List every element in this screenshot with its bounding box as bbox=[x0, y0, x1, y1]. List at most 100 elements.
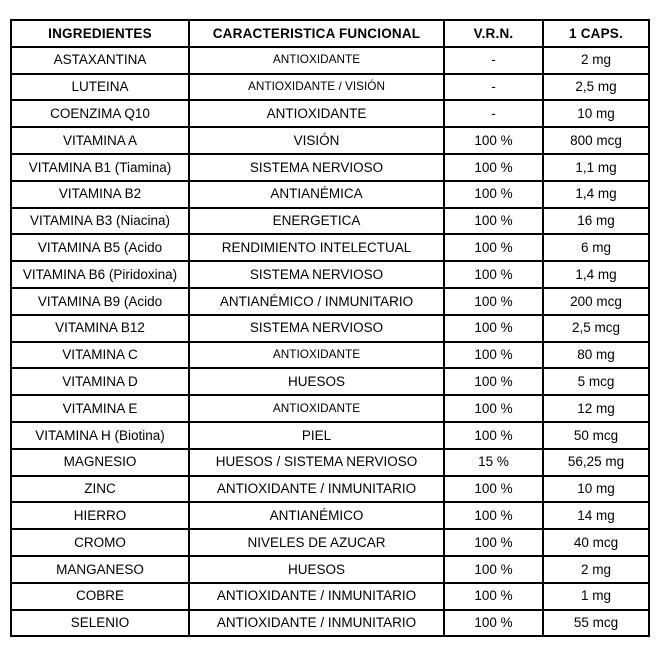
ingredient-cell: VITAMINA B5 (Acido bbox=[10, 233, 190, 263]
vrn-cell: - bbox=[443, 72, 544, 102]
vrn-cell: 15 % bbox=[443, 447, 544, 477]
vrn-cell: 100 % bbox=[443, 340, 544, 370]
ingredient-cell: CROMO bbox=[10, 528, 190, 557]
table-row: COENZIMA Q10 ANTIOXIDANTE -10 mg bbox=[10, 99, 650, 129]
feature-cell: PIEL bbox=[188, 420, 445, 450]
ingredient-cell: VITAMINA B6 (Piridoxina) bbox=[10, 260, 190, 289]
vrn-cell: 100 % bbox=[443, 501, 544, 531]
feature-cell: ENERGETICA bbox=[188, 206, 445, 236]
amount-cell: 1 mg bbox=[542, 581, 650, 611]
vrn-cell: 100 % bbox=[443, 126, 544, 155]
amount-cell: 800 mcg bbox=[542, 126, 650, 155]
vrn-cell: 100 % bbox=[443, 367, 544, 397]
ingredient-cell: COENZIMA Q10 bbox=[10, 99, 190, 129]
amount-cell: 2 mg bbox=[542, 554, 650, 584]
amount-cell: 6 mg bbox=[542, 233, 650, 263]
amount-cell: 2,5 mg bbox=[542, 72, 650, 102]
table-row: VITAMINA B5 (Acido RENDIMIENTO INTELECTUA… bbox=[10, 233, 650, 263]
amount-cell: 1,4 mg bbox=[542, 260, 650, 289]
table-row: SELENIO ANTIOXIDANTE / INMUNITARIO 100 % 55… bbox=[10, 608, 650, 638]
feature-cell: RENDIMIENTO INTELECTUAL bbox=[188, 233, 445, 263]
feature-cell: ANTIANÉMICA bbox=[188, 179, 445, 209]
ingredient-cell: VITAMINA B9 (Acido bbox=[10, 286, 190, 316]
table-row: VITAMINA B6 (Piridoxina) SISTEMA NERVIOSO… bbox=[10, 260, 650, 289]
feature-cell: HUESOS / SISTEMA NERVIOSO bbox=[188, 447, 445, 477]
feature-cell: ANTIOXIDANTE bbox=[188, 99, 445, 129]
feature-cell: ANTIOXIDANTE / VISIÓN bbox=[188, 72, 445, 102]
feature-cell: ANTIOXIDANTE / INMUNITARIO bbox=[188, 581, 445, 611]
table-row: VITAMINA B2 ANTIANÉMICA 100 % 1,4 mg bbox=[10, 179, 650, 209]
amount-cell: 50 mcg bbox=[542, 420, 650, 450]
amount-cell: 16 mg bbox=[542, 206, 650, 236]
feature-cell: ANTIANÉMICO bbox=[188, 501, 445, 531]
feature-cell: ANTIANÉMICO / INMUNITARIO bbox=[188, 286, 445, 316]
table-row: MAGNESIO HUESOS / SISTEMA NERVIOSO 15 % 56,… bbox=[10, 447, 650, 477]
vrn-cell: 100 % bbox=[443, 179, 544, 209]
feature-cell: ANTIOXIDANTE / INMUNITARIO bbox=[188, 474, 445, 504]
vrn-cell: - bbox=[443, 99, 544, 129]
ingredient-cell: VITAMINA D bbox=[10, 367, 190, 397]
feature-cell: HUESOS bbox=[188, 367, 445, 397]
column-header-1-caps: 1 CAPS. bbox=[542, 19, 650, 48]
table-row: VITAMINA B12 SISTEMA NERVIOSO 100 % 2,5 mcg bbox=[10, 313, 650, 343]
vrn-cell: 100 % bbox=[443, 313, 544, 343]
table-row: VITAMINA A VISIÓN 100 % 800 mcg bbox=[10, 126, 650, 155]
ingredients-table: INGREDIENTES CARACTERISTICA FUNCIONAL V.… bbox=[10, 19, 650, 638]
table-row: VITAMINA B9 (Acido ANTIANÉMICO / INMUNITA… bbox=[10, 286, 650, 316]
table-row: ZINC ANTIOXIDANTE / INMUNITARIO 100 % 10 mg bbox=[10, 474, 650, 504]
column-header-ingredientes: INGREDIENTES bbox=[10, 19, 190, 48]
feature-cell: NIVELES DE AZUCAR bbox=[188, 528, 445, 557]
feature-cell: VISIÓN bbox=[188, 126, 445, 155]
vrn-cell: - bbox=[443, 45, 544, 75]
vrn-cell: 100 % bbox=[443, 474, 544, 504]
amount-cell: 80 mg bbox=[542, 340, 650, 370]
amount-cell: 200 mcg bbox=[542, 286, 650, 316]
ingredient-cell: ZINC bbox=[10, 474, 190, 504]
feature-cell: ANTIOXIDANTE bbox=[188, 45, 445, 75]
table-row: VITAMINA D HUESOS 100 % 5 mcg bbox=[10, 367, 650, 397]
table-row: MANGANESO HUESOS 100 % 2 mg bbox=[10, 554, 650, 584]
table-row: LUTEINA ANTIOXIDANTE / VISIÓN -2,5 mg bbox=[10, 72, 650, 102]
ingredient-cell: ASTAXANTINA bbox=[10, 45, 190, 75]
table-row: ASTAXANTINA ANTIOXIDANTE -2 mg bbox=[10, 45, 650, 75]
ingredient-cell: VITAMINA B3 (Niacina) bbox=[10, 206, 190, 236]
vrn-cell: 100 % bbox=[443, 233, 544, 263]
table-row: VITAMINA B3 (Niacina) ENERGETICA 100 % 16 m… bbox=[10, 206, 650, 236]
column-header-vrn: V.R.N. bbox=[443, 19, 544, 48]
ingredient-cell: HIERRO bbox=[10, 501, 190, 531]
ingredient-cell: LUTEINA bbox=[10, 72, 190, 102]
ingredient-cell: VITAMINA C bbox=[10, 340, 190, 370]
ingredient-cell: MAGNESIO bbox=[10, 447, 190, 477]
table-header-row: INGREDIENTES CARACTERISTICA FUNCIONAL V.… bbox=[10, 19, 650, 48]
ingredient-cell: VITAMINA B12 bbox=[10, 313, 190, 343]
feature-cell: ANTIOXIDANTE bbox=[188, 394, 445, 423]
amount-cell: 55 mcg bbox=[542, 608, 650, 638]
vrn-cell: 100 % bbox=[443, 394, 544, 423]
table-row: COBRE ANTIOXIDANTE / INMUNITARIO 100 % 1 mg bbox=[10, 581, 650, 611]
feature-cell: ANTIOXIDANTE bbox=[188, 340, 445, 370]
ingredient-cell: VITAMINA E bbox=[10, 394, 190, 423]
amount-cell: 10 mg bbox=[542, 474, 650, 504]
table-row: HIERRO ANTIANÉMICO 100 % 14 mg bbox=[10, 501, 650, 531]
amount-cell: 1,4 mg bbox=[542, 179, 650, 209]
table-row: VITAMINA E ANTIOXIDANTE 100 % 12 mg bbox=[10, 394, 650, 423]
vrn-cell: 100 % bbox=[443, 608, 544, 638]
ingredient-cell: COBRE bbox=[10, 581, 190, 611]
vrn-cell: 100 % bbox=[443, 260, 544, 289]
table-body: ASTAXANTINA ANTIOXIDANTE -2 mg LUTEINA ANTIO… bbox=[10, 45, 650, 638]
table-row: VITAMINA B1 (Tiamina) SISTEMA NERVIOSO 100… bbox=[10, 152, 650, 182]
vrn-cell: 100 % bbox=[443, 420, 544, 450]
vrn-cell: 100 % bbox=[443, 554, 544, 584]
ingredient-cell: VITAMINA A bbox=[10, 126, 190, 155]
table-row: VITAMINA C ANTIOXIDANTE 100 % 80 mg bbox=[10, 340, 650, 370]
amount-cell: 56,25 mg bbox=[542, 447, 650, 477]
feature-cell: SISTEMA NERVIOSO bbox=[188, 152, 445, 182]
ingredient-cell: VITAMINA H (Biotina) bbox=[10, 420, 190, 450]
table-row: CROMO NIVELES DE AZUCAR 100 % 40 mcg bbox=[10, 528, 650, 557]
amount-cell: 5 mcg bbox=[542, 367, 650, 397]
vrn-cell: 100 % bbox=[443, 528, 544, 557]
vrn-cell: 100 % bbox=[443, 286, 544, 316]
amount-cell: 1,1 mg bbox=[542, 152, 650, 182]
vrn-cell: 100 % bbox=[443, 152, 544, 182]
